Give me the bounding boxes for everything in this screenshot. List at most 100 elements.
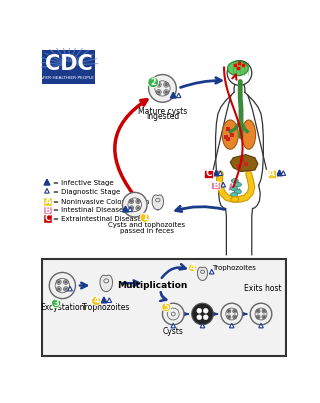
Text: = Noninvasive Colonization: = Noninvasive Colonization bbox=[53, 199, 149, 205]
FancyBboxPatch shape bbox=[204, 170, 213, 178]
FancyBboxPatch shape bbox=[211, 182, 220, 189]
Text: B: B bbox=[212, 181, 219, 190]
Circle shape bbox=[263, 316, 265, 318]
Text: 4: 4 bbox=[93, 297, 99, 305]
FancyBboxPatch shape bbox=[44, 207, 52, 214]
Polygon shape bbox=[259, 323, 263, 328]
Text: CDC: CDC bbox=[45, 54, 92, 74]
Circle shape bbox=[228, 310, 230, 312]
Circle shape bbox=[163, 303, 184, 325]
Text: C: C bbox=[45, 214, 51, 223]
Ellipse shape bbox=[242, 120, 256, 149]
Circle shape bbox=[58, 288, 60, 290]
FancyBboxPatch shape bbox=[44, 198, 52, 206]
Polygon shape bbox=[218, 171, 222, 175]
Circle shape bbox=[257, 316, 259, 318]
Polygon shape bbox=[44, 179, 50, 185]
Circle shape bbox=[58, 281, 60, 283]
Circle shape bbox=[52, 299, 61, 308]
Polygon shape bbox=[170, 92, 176, 98]
Text: Trophozoites: Trophozoites bbox=[82, 303, 131, 312]
Circle shape bbox=[204, 308, 208, 313]
Text: 3: 3 bbox=[53, 299, 59, 308]
Circle shape bbox=[92, 296, 101, 305]
Text: 5: 5 bbox=[164, 303, 169, 312]
Circle shape bbox=[158, 91, 160, 93]
Polygon shape bbox=[229, 323, 234, 328]
Polygon shape bbox=[45, 189, 49, 193]
Circle shape bbox=[131, 207, 132, 209]
Ellipse shape bbox=[231, 193, 237, 197]
Ellipse shape bbox=[235, 189, 241, 194]
Circle shape bbox=[263, 310, 265, 312]
Text: 2: 2 bbox=[150, 78, 156, 87]
Circle shape bbox=[131, 200, 132, 202]
FancyBboxPatch shape bbox=[42, 259, 286, 356]
Circle shape bbox=[49, 272, 76, 299]
Polygon shape bbox=[209, 269, 214, 274]
Polygon shape bbox=[152, 195, 164, 210]
Text: passed in feces: passed in feces bbox=[120, 228, 174, 234]
Circle shape bbox=[165, 91, 167, 93]
Polygon shape bbox=[281, 171, 286, 175]
Text: Exits host: Exits host bbox=[244, 284, 281, 293]
FancyBboxPatch shape bbox=[42, 50, 95, 84]
Text: A: A bbox=[44, 197, 51, 206]
Circle shape bbox=[204, 315, 208, 320]
Polygon shape bbox=[276, 170, 282, 176]
Polygon shape bbox=[197, 267, 208, 280]
Circle shape bbox=[148, 77, 159, 87]
Ellipse shape bbox=[231, 197, 239, 202]
Circle shape bbox=[165, 84, 167, 85]
Polygon shape bbox=[128, 207, 132, 212]
Circle shape bbox=[140, 213, 149, 222]
Text: Cysts and tophozoites: Cysts and tophozoites bbox=[108, 222, 186, 229]
Circle shape bbox=[234, 316, 236, 318]
Text: = Diagnostic Stage: = Diagnostic Stage bbox=[53, 189, 120, 195]
Circle shape bbox=[197, 315, 202, 320]
Polygon shape bbox=[68, 286, 72, 291]
Circle shape bbox=[197, 308, 202, 313]
Polygon shape bbox=[101, 297, 107, 303]
Circle shape bbox=[250, 303, 272, 325]
Circle shape bbox=[234, 310, 236, 312]
Text: 4: 4 bbox=[189, 263, 196, 272]
Polygon shape bbox=[221, 182, 226, 187]
Text: = Extraintestinal Disease: = Extraintestinal Disease bbox=[53, 216, 142, 222]
Circle shape bbox=[158, 84, 160, 85]
Text: Excystation: Excystation bbox=[40, 303, 84, 312]
Circle shape bbox=[137, 200, 139, 202]
Text: SAFER·HEALTHIER·PEOPLE™: SAFER·HEALTHIER·PEOPLE™ bbox=[38, 76, 99, 80]
Polygon shape bbox=[107, 298, 112, 303]
Circle shape bbox=[257, 310, 259, 312]
FancyBboxPatch shape bbox=[44, 215, 52, 222]
Ellipse shape bbox=[231, 186, 237, 191]
Ellipse shape bbox=[228, 61, 248, 76]
Text: ingested: ingested bbox=[146, 112, 179, 121]
Text: 1: 1 bbox=[142, 213, 148, 222]
Text: Trophozoites: Trophozoites bbox=[212, 265, 256, 271]
Circle shape bbox=[148, 75, 176, 102]
Polygon shape bbox=[100, 275, 113, 292]
Circle shape bbox=[192, 303, 213, 325]
Ellipse shape bbox=[231, 179, 238, 183]
Circle shape bbox=[123, 192, 147, 217]
Polygon shape bbox=[213, 170, 219, 176]
Text: Mature cysts: Mature cysts bbox=[138, 107, 187, 116]
Circle shape bbox=[228, 316, 230, 318]
Text: A: A bbox=[268, 169, 275, 179]
Text: Multiplication: Multiplication bbox=[117, 281, 188, 290]
Polygon shape bbox=[200, 323, 205, 328]
Polygon shape bbox=[123, 206, 128, 212]
Ellipse shape bbox=[222, 120, 238, 149]
Circle shape bbox=[65, 288, 67, 290]
FancyBboxPatch shape bbox=[268, 170, 276, 178]
Polygon shape bbox=[230, 155, 258, 172]
Circle shape bbox=[189, 264, 196, 272]
Polygon shape bbox=[176, 93, 181, 98]
Text: = Infective Stage: = Infective Stage bbox=[53, 180, 114, 186]
Circle shape bbox=[221, 303, 243, 325]
Text: C: C bbox=[205, 169, 212, 179]
Circle shape bbox=[65, 281, 67, 283]
Circle shape bbox=[162, 303, 171, 312]
